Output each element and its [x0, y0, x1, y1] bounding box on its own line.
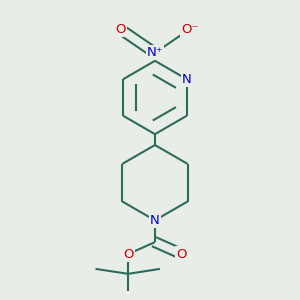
Text: O: O: [115, 22, 125, 36]
Text: N: N: [150, 214, 160, 227]
Text: N: N: [182, 73, 192, 86]
Text: O: O: [176, 248, 187, 260]
Text: O⁻: O⁻: [181, 22, 198, 36]
Text: N⁺: N⁺: [147, 46, 163, 59]
Text: O: O: [123, 248, 134, 260]
